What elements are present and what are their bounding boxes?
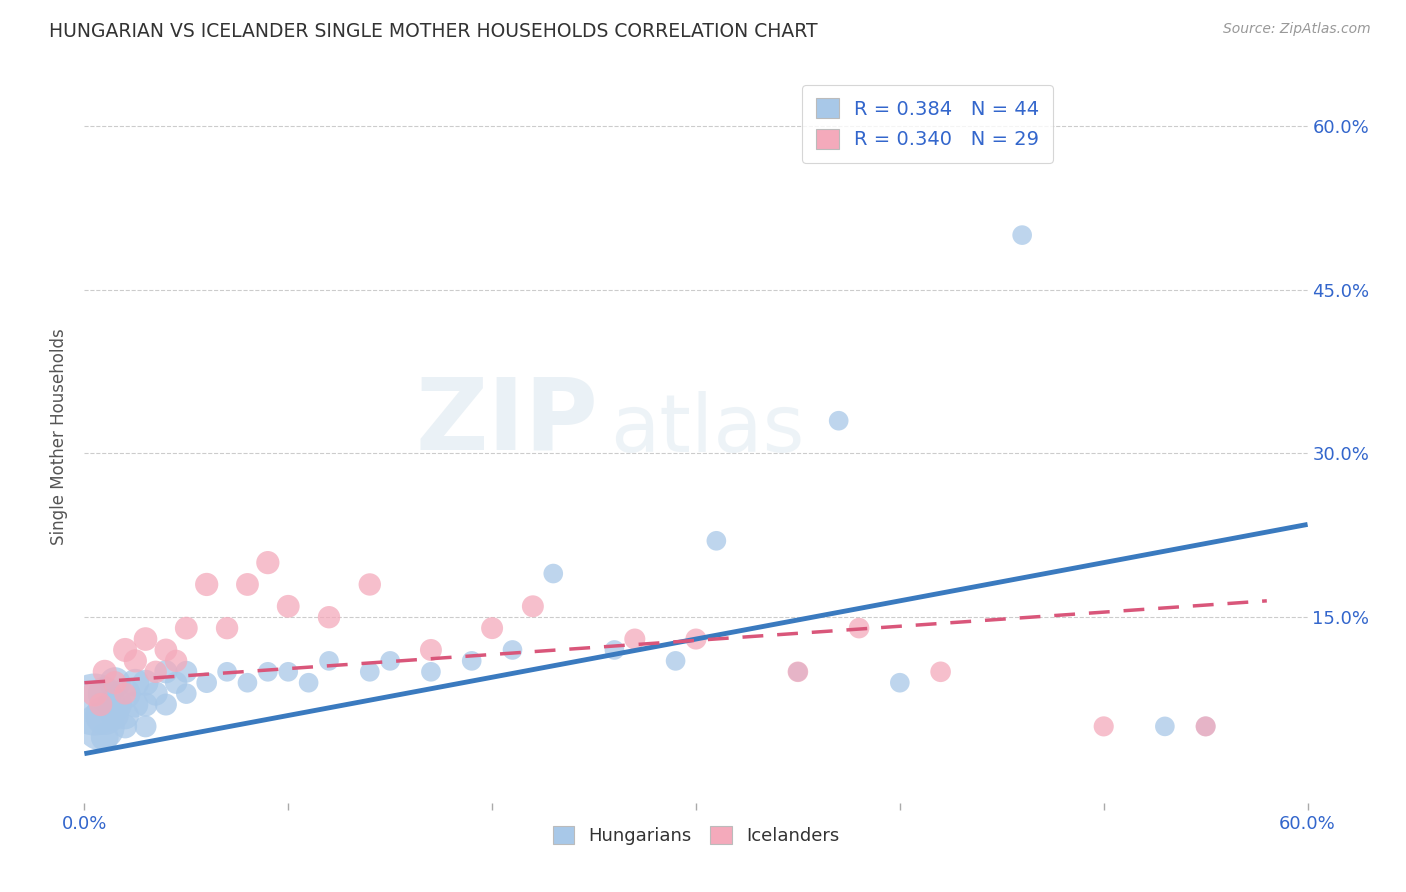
Point (135, 698, 157, 712)
Point (90, 698, 112, 712)
Point (236, 577, 259, 591)
Point (93, 665, 115, 679)
Text: atlas: atlas (610, 391, 804, 469)
Point (848, 621, 870, 635)
Point (889, 675, 911, 690)
Point (787, 665, 810, 679)
Point (165, 675, 187, 690)
Point (1154, 719, 1177, 733)
Point (93, 708, 115, 723)
Point (217, 665, 239, 679)
Point (124, 654, 146, 668)
Point (318, 610, 340, 624)
Text: HUNGARIAN VS ICELANDER SINGLE MOTHER HOUSEHOLDS CORRELATION CHART: HUNGARIAN VS ICELANDER SINGLE MOTHER HOU… (49, 22, 818, 41)
Point (155, 665, 177, 679)
Point (929, 665, 952, 679)
Point (93, 687, 115, 701)
Point (665, 654, 688, 668)
Point (174, 665, 197, 679)
Point (1011, 228, 1033, 243)
Point (624, 632, 647, 646)
Point (522, 599, 544, 614)
Point (685, 632, 707, 646)
Point (706, 533, 728, 548)
Point (83, 687, 105, 701)
Point (461, 654, 484, 668)
Point (104, 675, 127, 690)
Point (83, 698, 105, 712)
Legend: Hungarians, Icelanders: Hungarians, Icelanders (546, 819, 846, 852)
Point (277, 665, 299, 679)
Point (1195, 719, 1218, 733)
Point (104, 675, 127, 690)
Point (90, 719, 112, 733)
Point (124, 675, 146, 690)
Point (114, 687, 136, 701)
Point (481, 621, 503, 635)
Point (124, 698, 146, 712)
Point (165, 654, 187, 668)
Text: ZIP: ZIP (415, 374, 598, 471)
Point (787, 665, 810, 679)
Point (195, 675, 218, 690)
Point (420, 643, 443, 657)
Point (93, 731, 115, 745)
Point (543, 566, 565, 581)
Point (155, 643, 177, 657)
Point (155, 698, 177, 712)
Point (145, 687, 167, 701)
Point (114, 719, 136, 733)
Point (236, 675, 259, 690)
Point (828, 414, 851, 428)
Text: Source: ZipAtlas.com: Source: ZipAtlas.com (1223, 22, 1371, 37)
Point (174, 687, 197, 701)
Point (114, 643, 136, 657)
Point (298, 675, 321, 690)
Point (114, 708, 136, 723)
Point (135, 632, 157, 646)
Point (1092, 719, 1115, 733)
Point (145, 665, 167, 679)
Point (420, 665, 443, 679)
Point (257, 665, 280, 679)
Point (104, 698, 127, 712)
Point (277, 599, 299, 614)
Point (318, 654, 340, 668)
Point (603, 643, 626, 657)
Point (135, 719, 157, 733)
Point (104, 708, 127, 723)
Point (502, 643, 524, 657)
Point (114, 687, 136, 701)
Point (257, 556, 280, 570)
Point (195, 577, 218, 591)
Y-axis label: Single Mother Households: Single Mother Households (51, 329, 69, 545)
Point (359, 665, 381, 679)
Point (174, 621, 197, 635)
Point (1195, 719, 1218, 733)
Point (380, 654, 402, 668)
Point (359, 577, 381, 591)
Point (135, 675, 157, 690)
Point (217, 621, 239, 635)
